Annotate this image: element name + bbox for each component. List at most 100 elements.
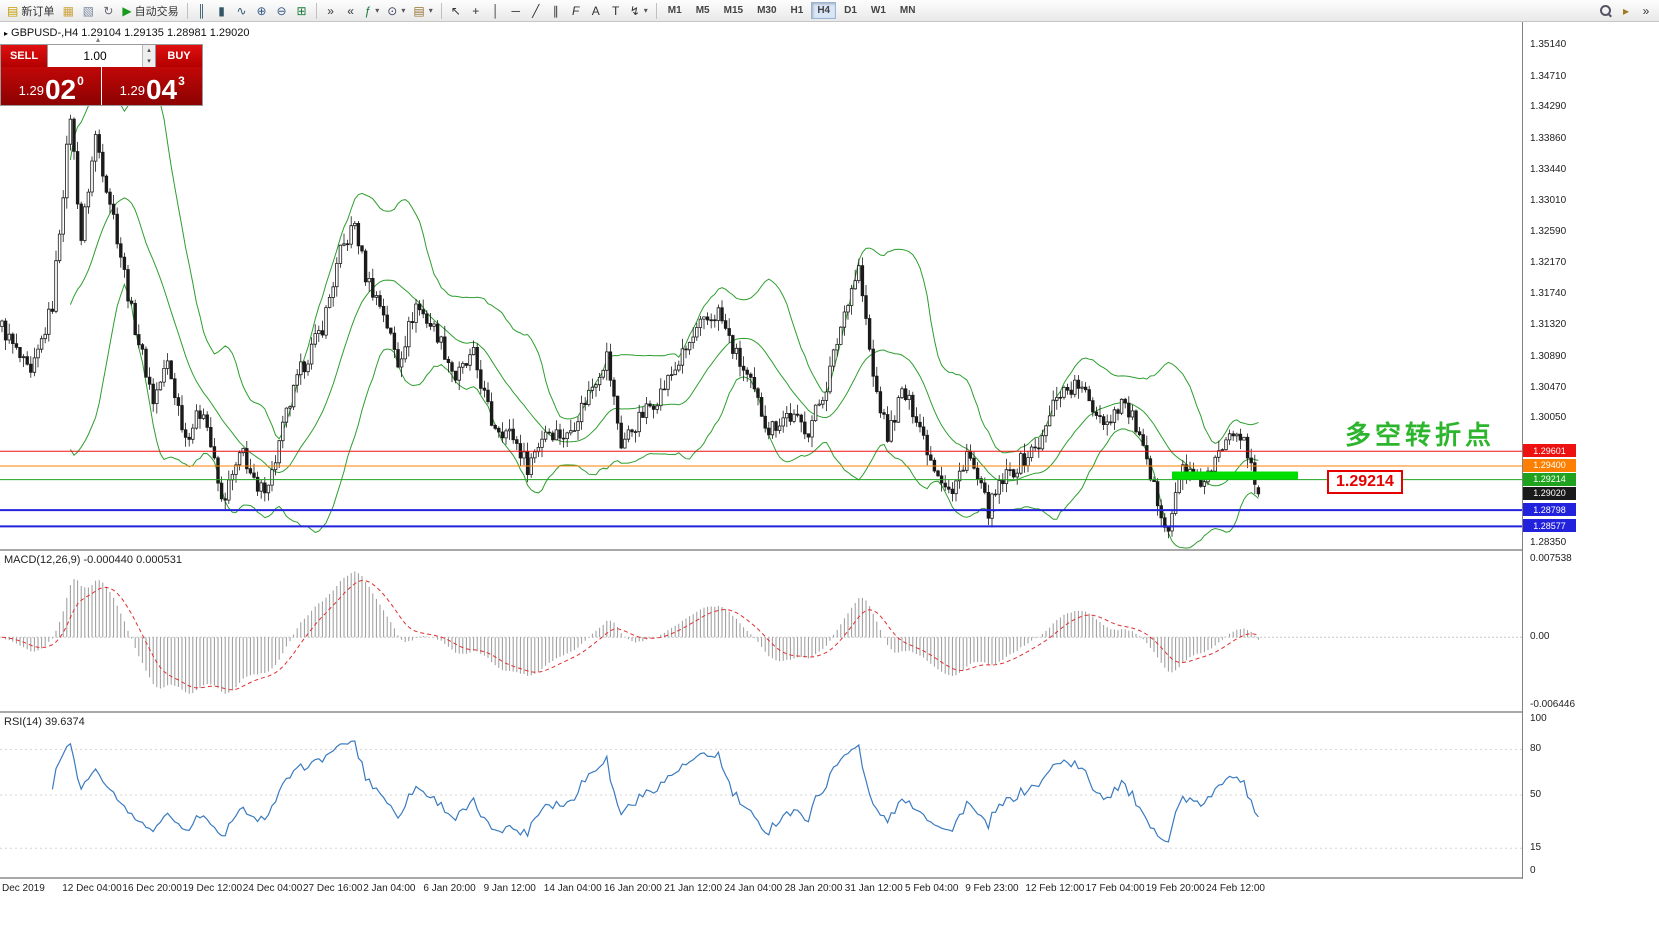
- price-axis-label: 1.31740: [1530, 288, 1567, 300]
- auto-scroll-button[interactable]: »: [321, 1, 341, 20]
- macd-canvas[interactable]: [0, 551, 1522, 711]
- buy-price-big: 04: [145, 74, 178, 106]
- candle-wicks: [1, 114, 1259, 539]
- profiles-button[interactable]: ▧: [78, 1, 98, 20]
- volume-box: ▴ ▾: [47, 45, 156, 67]
- overflow-icon: »: [1642, 3, 1650, 18]
- timeframe-d1[interactable]: D1: [844, 5, 857, 16]
- timeframe-m15[interactable]: M15: [723, 5, 744, 16]
- time-axis-label: 28 Jan 20:00: [784, 883, 843, 894]
- time-axis-label: 21 Jan 12:00: [664, 883, 723, 894]
- pane-separator[interactable]: [0, 549, 1659, 551]
- rsi-scale-label: 15: [1530, 842, 1542, 854]
- price-axis-label: 1.30470: [1530, 381, 1567, 393]
- time-axis-label: 17 Feb 04:00: [1085, 883, 1145, 894]
- volume-up-icon[interactable]: ▴: [143, 45, 155, 56]
- price-axis[interactable]: 1.35140 1.34710 1.34290 1.33860 1.33440 1.330…: [1522, 22, 1659, 879]
- chevron-down-icon: ▾: [643, 6, 648, 15]
- crosshair-button[interactable]: +: [466, 1, 486, 20]
- horizontal-line-button[interactable]: ─: [506, 1, 526, 20]
- indicators-button[interactable]: ƒ ▾: [361, 1, 384, 20]
- sell-button[interactable]: SELL: [1, 45, 47, 67]
- current-price-tag: 1.29020: [1523, 486, 1576, 500]
- zoom-out-button[interactable]: ⊖: [272, 1, 292, 20]
- volume-input[interactable]: [48, 45, 142, 67]
- arrow-right-icon: ▸: [1622, 3, 1630, 18]
- search-button[interactable]: [1596, 1, 1616, 20]
- autotrading-button[interactable]: ▶ 自动交易: [118, 1, 182, 20]
- rsi-line: [51, 740, 1259, 843]
- templates-button[interactable]: ▤ ▾: [409, 1, 436, 20]
- charts-window-button[interactable]: ▦: [58, 1, 78, 20]
- zoom-in-button[interactable]: ⊕: [252, 1, 272, 20]
- play-icon: ▶: [122, 3, 132, 18]
- toolbar-separator: [315, 2, 317, 19]
- chart-shift-icon: «: [347, 3, 354, 18]
- tile-windows-button[interactable]: ⊞: [292, 1, 312, 20]
- price-axis-label: 1.30050: [1530, 412, 1567, 424]
- rsi-canvas[interactable]: [0, 713, 1522, 877]
- trendline-button[interactable]: ╱: [526, 1, 546, 20]
- line-chart-button[interactable]: ∿: [232, 1, 252, 20]
- volume-spinner: ▴ ▾: [142, 45, 155, 67]
- chevron-down-icon: ▾: [401, 6, 406, 15]
- price-axis-label: 1.34290: [1530, 101, 1567, 113]
- text-icon: A: [591, 3, 600, 18]
- collapse-arrow-icon[interactable]: ▴: [96, 35, 101, 44]
- search-icon: [1600, 4, 1612, 17]
- text-label-button[interactable]: T: [606, 1, 626, 20]
- candlestick-chart-button[interactable]: ▮: [212, 1, 232, 20]
- buy-button[interactable]: BUY: [156, 45, 202, 67]
- new-order-icon: ▤: [7, 3, 19, 18]
- price-axis-label: 1.32170: [1530, 256, 1567, 268]
- rsi-scale-label: 80: [1530, 743, 1542, 755]
- cursor-button[interactable]: ↖: [446, 1, 466, 20]
- rsi-scale-label: 100: [1530, 713, 1547, 724]
- price-axis-label: 1.33440: [1530, 163, 1567, 175]
- candlestick-chart-icon: ▮: [218, 3, 225, 18]
- chart-shift-button[interactable]: «: [341, 1, 361, 20]
- rsi-scale-label: 50: [1530, 789, 1542, 800]
- periods-button[interactable]: ⊙ ▾: [383, 1, 409, 20]
- arrows-button[interactable]: ↯ ▾: [626, 1, 652, 20]
- time-axis-label: 9 Jan 12:00: [483, 883, 536, 894]
- pane-separator[interactable]: [0, 711, 1659, 713]
- text-label-icon: T: [612, 3, 620, 18]
- timeframe-h1[interactable]: H1: [790, 5, 804, 16]
- bars-chart-icon: ║: [197, 3, 206, 18]
- rsi-scale-label: 0: [1530, 865, 1536, 876]
- channel-button[interactable]: ∥: [546, 1, 566, 20]
- new-order-button[interactable]: ▤ 新订单: [3, 1, 58, 20]
- timeframe-h4[interactable]: H4: [811, 2, 837, 19]
- time-axis-label: 2 Jan 04:00: [363, 883, 416, 894]
- line-chart-icon: ∿: [236, 3, 247, 18]
- chevron-down-icon: ▾: [428, 6, 433, 15]
- timeframe-w1[interactable]: W1: [870, 5, 886, 16]
- volume-down-icon[interactable]: ▾: [143, 56, 155, 67]
- pane-separator: [0, 877, 1659, 879]
- sell-price-display[interactable]: 1.29 02 0: [1, 67, 102, 105]
- timeframe-m1[interactable]: M1: [667, 5, 682, 16]
- time-axis-label: 9 Feb 23:00: [965, 883, 1019, 894]
- bars-chart-button[interactable]: ║: [192, 1, 212, 20]
- timeframe-m30[interactable]: M30: [757, 5, 777, 16]
- bull-candles: [0, 118, 1246, 532]
- refresh-button[interactable]: ↻: [98, 1, 118, 20]
- price-level-tag: 1.29214: [1523, 472, 1576, 486]
- quick-nav-button[interactable]: ▸: [1616, 1, 1636, 20]
- toolbar-overflow-button[interactable]: »: [1636, 1, 1656, 20]
- buy-price-display[interactable]: 1.29 04 3: [101, 67, 202, 106]
- sell-price-small: 1.29: [18, 83, 44, 98]
- rsi-indicator-label: RSI(14) 39.6374: [4, 716, 85, 728]
- timeframe-m5[interactable]: M5: [695, 5, 710, 16]
- timeframe-mn[interactable]: MN: [899, 5, 916, 16]
- vertical-line-button[interactable]: │: [486, 1, 506, 20]
- fibonacci-button[interactable]: F: [566, 1, 586, 20]
- price-level-tag: 1.28577: [1523, 519, 1576, 533]
- cursor-icon: ↖: [450, 3, 461, 18]
- text-button[interactable]: A: [586, 1, 606, 20]
- time-axis[interactable]: Dec 2019 12 Dec 04:00 16 Dec 20:00 19 Dec 1…: [0, 879, 1659, 899]
- price-chart-canvas[interactable]: [0, 22, 1522, 549]
- price-label-box[interactable]: 1.29214: [1327, 470, 1403, 494]
- time-axis-label: 19 Dec 12:00: [182, 883, 243, 894]
